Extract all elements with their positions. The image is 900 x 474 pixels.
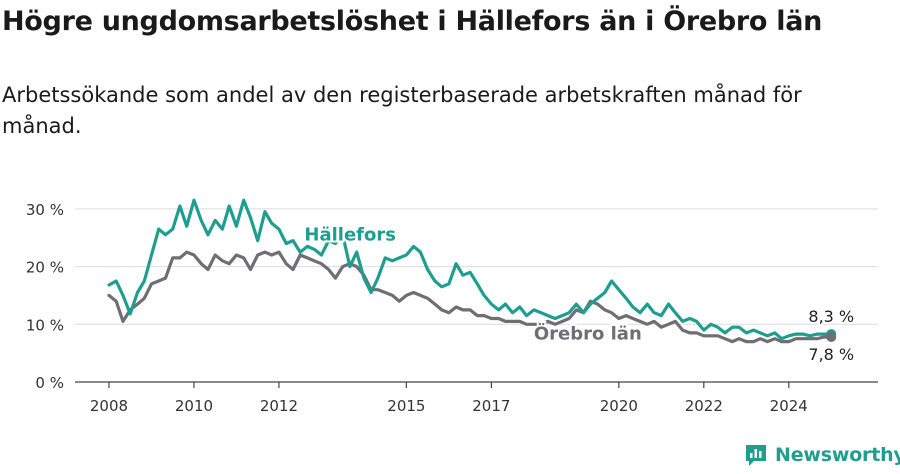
newsworthy-bars-icon: [746, 445, 766, 466]
y-axis: 0 % 10 % 20 % 30 %: [26, 201, 64, 392]
newsworthy-logo[interactable]: Newsworthy: [744, 443, 900, 467]
series-line-hallefors: [107, 198, 833, 341]
series-label-orebro-lan: Örebro län: [534, 322, 642, 344]
x-tick-label: 2017: [472, 397, 510, 415]
x-tick-label: 2024: [770, 397, 808, 415]
x-tick-label: 2022: [685, 397, 723, 415]
x-tick-label: 2010: [175, 397, 213, 415]
series-line-orebro-lan: [107, 250, 833, 344]
end-value-label-hallefors: 8,3 %: [808, 307, 854, 326]
endpoint-marker-orebro-lan: [826, 331, 837, 342]
x-axis: 2008 2010 2012 2015 2017 2020 2022 2024: [75, 381, 878, 415]
y-tick-label: 10 %: [26, 316, 64, 334]
chart-title: Högre ungdomsarbetslöshet i Hällefors än…: [2, 6, 823, 37]
gridlines: [75, 208, 878, 325]
series-lines: [107, 198, 837, 344]
brand-name: Newsworthy: [775, 444, 900, 466]
x-tick-label: 2012: [260, 397, 298, 415]
y-tick-label: 30 %: [26, 201, 64, 219]
end-value-label-orebro-lan: 7,8 %: [808, 345, 854, 364]
y-tick-label: 0 %: [35, 374, 64, 392]
y-tick-label: 20 %: [26, 259, 64, 277]
x-tick-label: 2008: [90, 397, 128, 415]
x-tick-label: 2020: [600, 397, 638, 415]
x-tick-label: 2015: [387, 397, 425, 415]
series-label-hallefors: Hällefors: [304, 225, 396, 246]
chart-subtitle: Arbetssökande som andel av den registerb…: [2, 83, 802, 138]
series-labels: Hällefors Örebro län 8,3 % 7,8 %: [302, 223, 856, 366]
